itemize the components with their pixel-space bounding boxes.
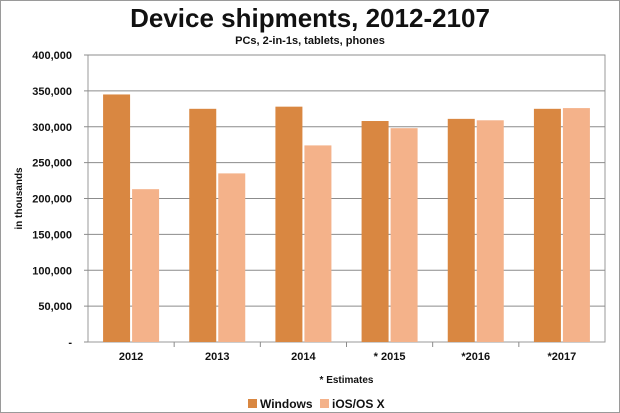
y-tick-label: 250,000	[32, 158, 72, 170]
bar-windows	[103, 94, 131, 343]
x-tick-label: *2017	[548, 351, 577, 363]
x-tick-label: 2014	[291, 351, 316, 363]
legend-label: Windows	[260, 397, 313, 411]
bar-windows	[361, 121, 389, 342]
x-tick-label: 2012	[119, 351, 143, 363]
y-tick-label: 400,000	[32, 50, 72, 62]
bar-ios-osx	[304, 145, 332, 342]
bar-ios-osx	[218, 173, 246, 342]
x-tick-label: *2016	[461, 351, 490, 363]
x-axis-note: * Estimates	[320, 375, 374, 386]
bar-ios-osx	[476, 120, 504, 342]
legend-swatch	[248, 399, 257, 408]
y-tick-label: -	[68, 337, 72, 349]
y-tick-label: 50,000	[38, 301, 72, 313]
legend-swatch	[320, 399, 329, 408]
bar-windows	[275, 106, 303, 342]
bar-windows	[447, 118, 475, 342]
bar-windows	[533, 108, 561, 342]
x-tick-label: * 2015	[374, 351, 406, 363]
chart-subtitle: PCs, 2-in-1s, tablets, phones	[235, 35, 385, 47]
y-tick-label: 100,000	[32, 265, 72, 277]
y-tick-label: 300,000	[32, 122, 72, 134]
x-tick-label: 2013	[205, 351, 229, 363]
y-tick-label: 350,000	[32, 86, 72, 98]
bar-ios-osx	[132, 189, 160, 342]
bar-windows	[189, 108, 217, 342]
chart-title: Device shipments, 2012-2107	[130, 3, 490, 33]
y-tick-label: 200,000	[32, 194, 72, 206]
bar-ios-osx	[562, 108, 590, 342]
y-axis-label: in thousands	[14, 167, 25, 230]
legend-label: iOS/OS X	[332, 397, 385, 411]
y-tick-label: 150,000	[32, 229, 72, 241]
bar-ios-osx	[390, 128, 418, 342]
